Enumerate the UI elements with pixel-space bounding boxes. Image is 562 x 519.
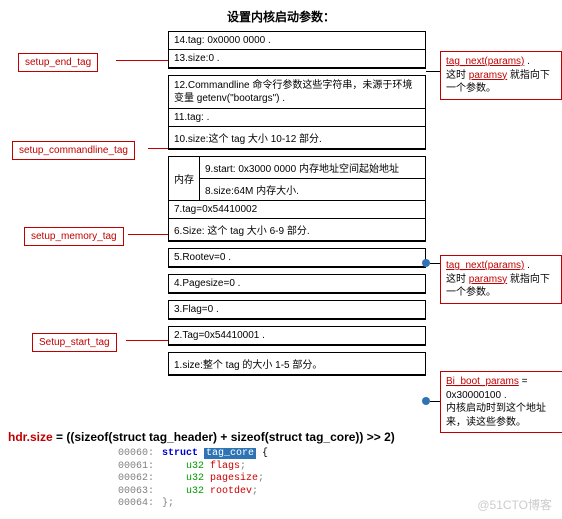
cell-14: 14.tag: 0x0000 0000 . <box>168 31 426 49</box>
cell-6: 6.Size: 这个 tag 大小 6-9 部分. <box>168 218 426 241</box>
label-setup-end-tag: setup_end_tag <box>18 53 98 72</box>
cell-9: 9.start: 0x3000 0000 内存地址空间起始地址 <box>200 157 425 179</box>
cell-13: 13.size:0 . <box>168 49 426 68</box>
formula-rhs: = ((sizeof(struct tag_header) + sizeof(s… <box>53 430 395 444</box>
connector <box>126 340 168 341</box>
connector <box>430 401 440 402</box>
fn-name: tag_next(params) <box>446 260 524 271</box>
cell-4: 4.Pagesize=0 . <box>168 274 426 293</box>
dot-icon <box>422 397 430 405</box>
note-tag-next-mid: tag_next(params) . 这时 paramsy 就指向下一个参数。 <box>440 255 562 304</box>
cell-12: 12.Commandline 命令行参数这些字符串，未源于环境变量 getenv… <box>168 75 426 108</box>
cell-5: 5.Rootev=0 . <box>168 248 426 267</box>
fn-name: tag_next(params) <box>446 56 524 67</box>
connector <box>116 60 168 61</box>
connector <box>430 263 440 264</box>
cell-10: 10.size:这个 tag 大小 10-12 部分. <box>168 126 426 149</box>
formula-lhs: hdr.size <box>8 430 53 444</box>
diagram: setup_end_tag setup_commandline_tag setu… <box>8 31 554 426</box>
label-setup-commandline-tag: setup_commandline_tag <box>12 141 135 160</box>
label-setup-start-tag: Setup_start_tag <box>32 333 117 352</box>
page-title: 设置内核启动参数： <box>8 8 554 25</box>
connector <box>148 148 168 149</box>
cell-7: 7.tag=0x54410002 <box>168 200 426 218</box>
cell-1: 1.size:整个 tag 的大小 1-5 部分。 <box>168 352 426 375</box>
stack-column: 14.tag: 0x0000 0000 . 13.size:0 . 12.Com… <box>168 31 426 376</box>
connector <box>128 234 168 235</box>
note-tag-next-top: tag_next(params) . 这时 paramsy 就指向下一个参数。 <box>440 51 562 100</box>
cell-11: 11.tag: . <box>168 108 426 126</box>
cell-mem-group: 内存 9.start: 0x3000 0000 内存地址空间起始地址 8.siz… <box>168 156 426 200</box>
mem-label: 内存 <box>169 157 200 200</box>
cell-3: 3.Flag=0 . <box>168 300 426 319</box>
note-boot-params: Bi_boot_params = 0x30000100 . 内核启动时到这个地址… <box>440 371 562 433</box>
cell-8: 8.size:64M 内存大小. <box>200 179 425 200</box>
watermark: @51CTO博客 <box>477 496 552 513</box>
connector <box>426 71 440 72</box>
label-setup-memory-tag: setup_memory_tag <box>24 227 124 246</box>
cell-2: 2.Tag=0x54410001 . <box>168 326 426 345</box>
dot-icon <box>422 259 430 267</box>
